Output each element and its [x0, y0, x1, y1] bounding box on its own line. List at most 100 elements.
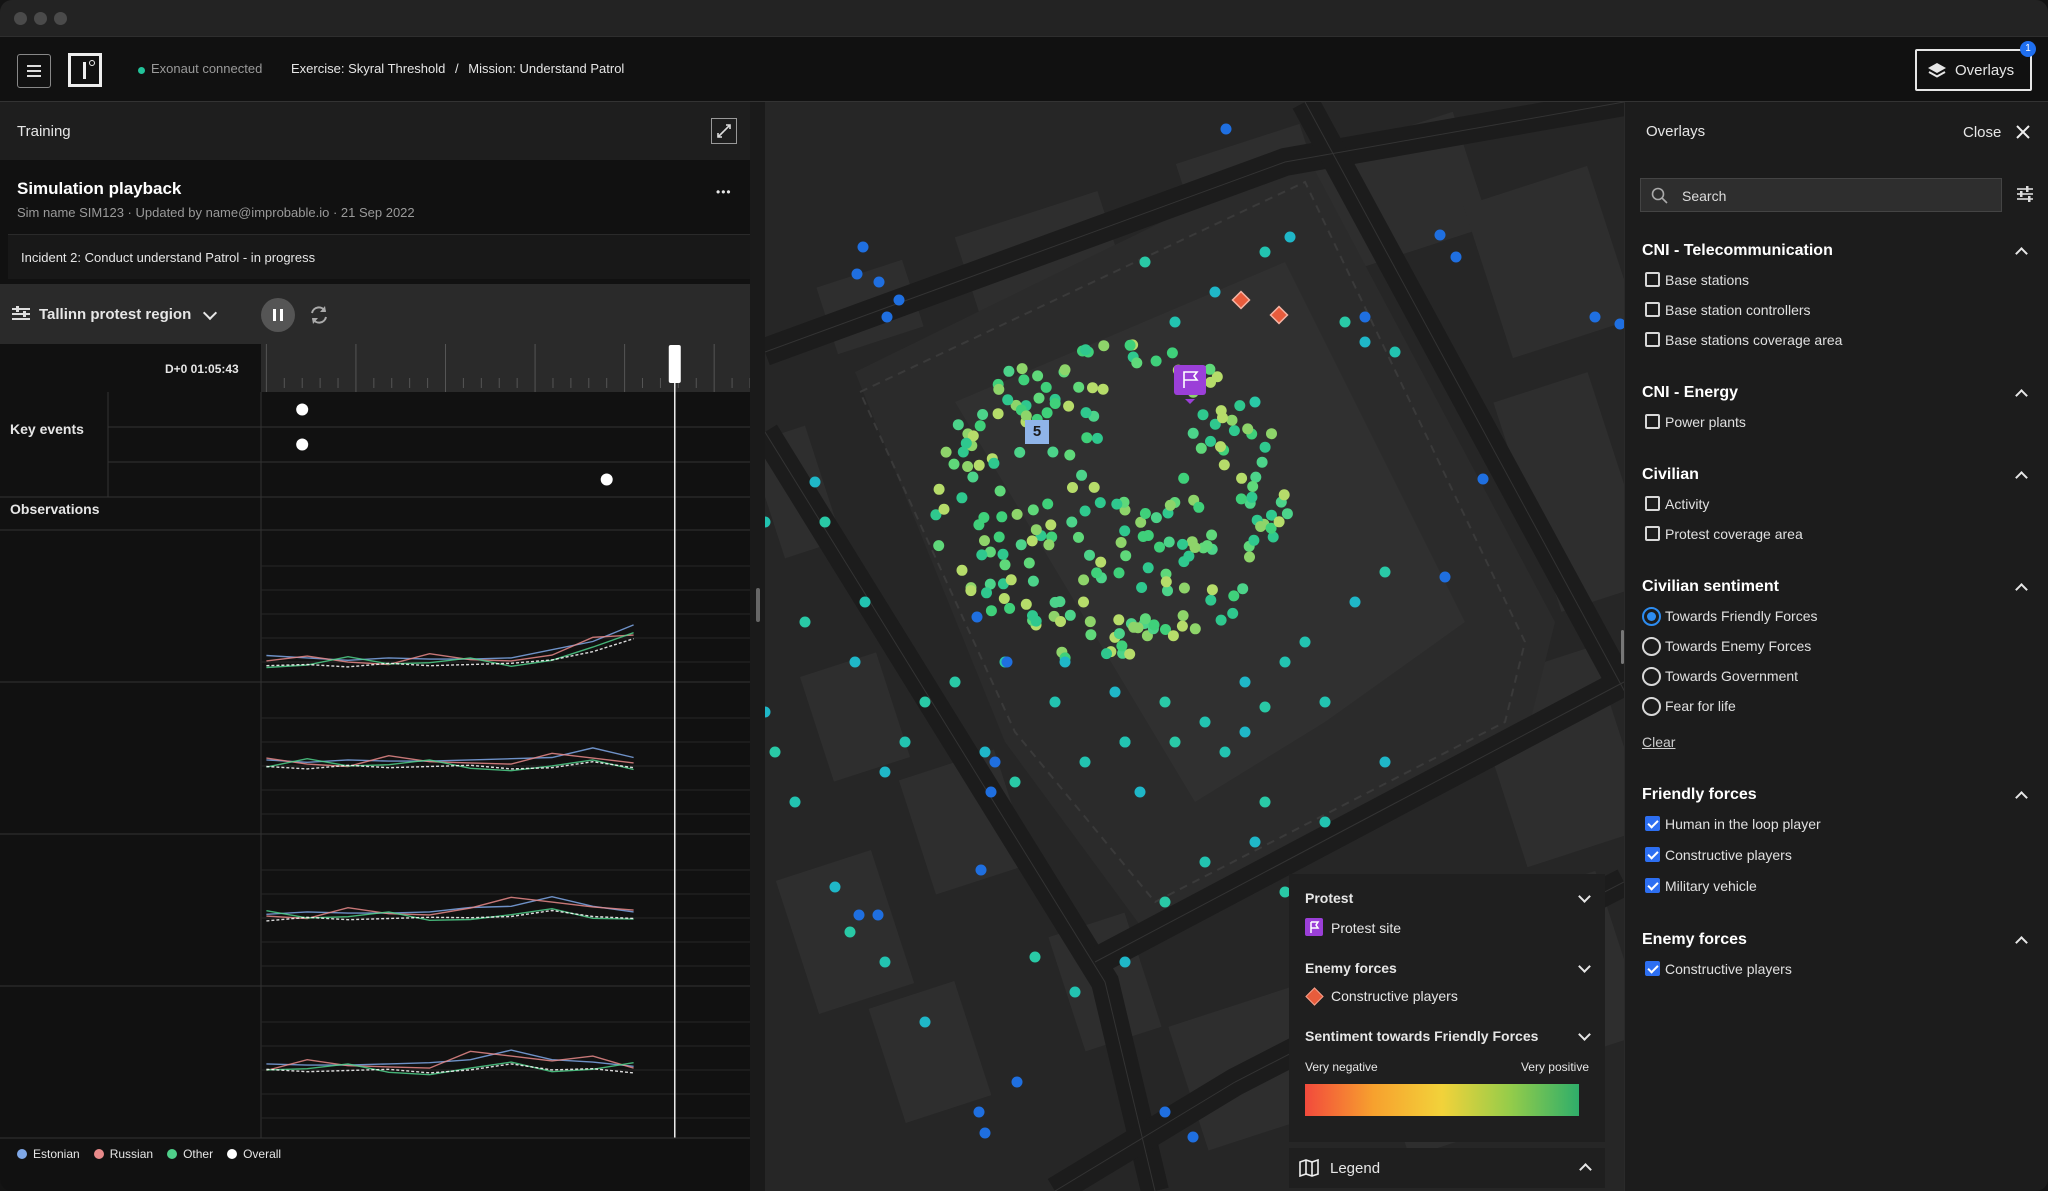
overlay-option-label[interactable]: Protest coverage area [1665, 526, 1803, 542]
left-resize-handle[interactable] [756, 588, 760, 622]
overlay-option-label[interactable]: Human in the loop player [1665, 816, 1821, 832]
overlay-checkbox[interactable] [1645, 526, 1660, 541]
map-view[interactable]: 5 Protest Protest site Enemy forces Cons… [765, 102, 1624, 1191]
overlay-section-title[interactable]: CNI - Telecommunication [1642, 242, 1833, 259]
chevron-down-icon[interactable] [1578, 960, 1591, 973]
overlay-section-title[interactable]: Civilian sentiment [1642, 578, 1779, 595]
chevron-down-icon[interactable] [1578, 1028, 1591, 1041]
overlay-section-title[interactable]: CNI - Energy [1642, 384, 1739, 401]
filter-settings-icon[interactable] [2016, 185, 2034, 203]
overlay-option-label[interactable]: Towards Friendly Forces [1665, 608, 1818, 624]
civilian-agent [1004, 602, 1016, 614]
overlay-option-label[interactable]: Fear for life [1665, 698, 1736, 714]
top-bar: Exonaut connected Exercise: Skyral Thres… [0, 37, 2048, 102]
civilian-agent [952, 419, 964, 431]
civilian-agent [997, 548, 1009, 560]
series-color-dot [93, 1149, 104, 1159]
diamond-icon [1305, 987, 1324, 1006]
resize-handle[interactable] [1621, 630, 1624, 664]
chevron-up-icon[interactable] [2015, 389, 2028, 402]
overlay-checkbox[interactable] [1645, 816, 1660, 831]
overlay-checkbox[interactable] [1645, 302, 1660, 317]
overlays-button[interactable]: Overlays [1915, 49, 2032, 91]
overlay-option-label[interactable]: Towards Government [1665, 668, 1799, 684]
close-icon[interactable] [2015, 124, 2031, 140]
overlay-option-label[interactable]: Activity [1665, 496, 1710, 512]
overlay-section-title[interactable]: Enemy forces [1642, 931, 1747, 948]
civilian-agent [984, 578, 996, 590]
civilian-agent [1259, 441, 1271, 453]
overlays-count-badge: 1 [2020, 41, 2036, 57]
overlay-option-label[interactable]: Base stations coverage area [1665, 332, 1843, 348]
civilian-agent [1154, 541, 1165, 553]
overlay-section-title[interactable]: Friendly forces [1642, 786, 1757, 803]
chevron-up-icon[interactable] [1579, 1163, 1592, 1176]
chevron-up-icon[interactable] [2015, 791, 2028, 804]
overlay-option-label[interactable]: Towards Enemy Forces [1665, 638, 1812, 654]
replay-icon[interactable] [308, 304, 330, 326]
close-overlays-button[interactable]: Close [1963, 124, 2002, 141]
series-legend-label: Other [183, 1147, 214, 1161]
civilian-agent [992, 408, 1004, 420]
sentiment-radio[interactable] [1642, 667, 1661, 686]
clear-sentiment-link[interactable]: Clear [1642, 734, 1676, 750]
overlay-checkbox[interactable] [1645, 496, 1660, 511]
hamburger-icon [27, 65, 41, 77]
civilian-agent [1195, 442, 1207, 454]
civilian-agent [1030, 524, 1042, 536]
overlay-section-title[interactable]: Civilian [1642, 466, 1699, 483]
legend-enemy-heading[interactable]: Enemy forces [1305, 960, 1397, 976]
legend-sentiment-heading[interactable]: Sentiment towards Friendly Forces [1305, 1028, 1539, 1044]
chevron-down-icon[interactable] [1578, 890, 1591, 903]
chevron-up-icon[interactable] [2015, 471, 2028, 484]
overlay-option-label[interactable]: Power plants [1665, 414, 1746, 430]
civilian-agent [1227, 607, 1239, 619]
civilian-agent [1228, 590, 1240, 602]
breadcrumb-exercise[interactable]: Exercise: Skyral Threshold [291, 61, 446, 76]
civilian-agent [1134, 786, 1146, 798]
event-marker [600, 473, 613, 486]
observation-series-line [266, 909, 634, 922]
sentiment-radio[interactable] [1642, 697, 1661, 716]
legend-protest-heading[interactable]: Protest [1305, 890, 1354, 906]
protest-site-marker[interactable] [1174, 365, 1206, 404]
chevron-up-icon[interactable] [2015, 583, 2028, 596]
civilian-agent [1084, 549, 1095, 561]
civilian-agent [1279, 886, 1291, 898]
training-header: Training [0, 102, 750, 160]
sentiment-radio[interactable] [1642, 607, 1661, 626]
pause-button[interactable] [261, 298, 295, 332]
region-select[interactable]: Tallinn protest region [39, 306, 192, 323]
breadcrumb-mission[interactable]: Mission: Understand Patrol [468, 61, 625, 76]
menu-button[interactable] [17, 54, 51, 88]
playback-controls: Tallinn protest region [0, 284, 750, 344]
region-chevron-icon[interactable] [202, 305, 218, 321]
overlay-checkbox[interactable] [1645, 961, 1660, 976]
zoom-window-dot[interactable] [54, 12, 67, 25]
minimize-window-dot[interactable] [34, 12, 47, 25]
more-options-button[interactable]: ••• [716, 185, 732, 199]
overlay-checkbox[interactable] [1645, 272, 1660, 287]
overlay-checkbox[interactable] [1645, 332, 1660, 347]
cluster-count-badge[interactable]: 5 [1025, 420, 1049, 444]
overlay-checkbox[interactable] [1645, 878, 1660, 893]
expand-button[interactable] [711, 118, 737, 144]
close-window-dot[interactable] [14, 12, 27, 25]
legend-footer-label: Legend [1330, 1160, 1381, 1177]
playhead-handle[interactable] [668, 345, 681, 383]
chevron-up-icon[interactable] [2015, 247, 2028, 260]
overlay-option-label[interactable]: Military vehicle [1665, 878, 1757, 894]
civilian-agent [1278, 489, 1290, 501]
overlay-option-label[interactable]: Base station controllers [1665, 302, 1811, 318]
overlay-checkbox[interactable] [1645, 847, 1660, 862]
overlay-option-label[interactable]: Constructive players [1665, 847, 1792, 863]
civilian-agent [1177, 610, 1189, 622]
overlay-checkbox[interactable] [1645, 414, 1660, 429]
overlay-option-label[interactable]: Constructive players [1665, 961, 1792, 977]
chevron-up-icon[interactable] [2015, 936, 2028, 949]
civilian-agent [1073, 531, 1084, 543]
overlay-search-input[interactable]: Search [1640, 178, 2002, 212]
sentiment-radio[interactable] [1642, 637, 1661, 656]
overlay-option-label[interactable]: Base stations [1665, 272, 1750, 288]
legend-toggle[interactable]: Legend [1289, 1148, 1605, 1188]
